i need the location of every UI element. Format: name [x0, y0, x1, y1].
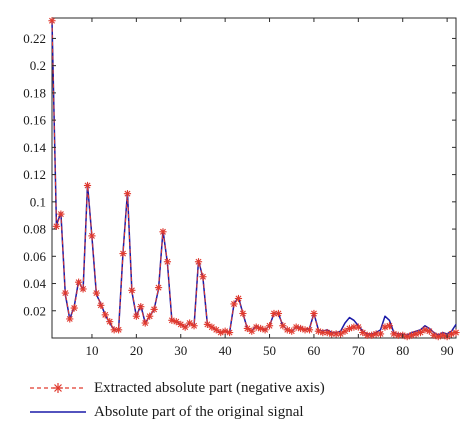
series-extracted-point [88, 232, 96, 240]
series-extracted-point [92, 289, 100, 297]
legend-item-original: Absolute part of the original signal [28, 400, 458, 424]
y-tick-label: 0.14 [23, 140, 46, 155]
series-extracted-point [52, 222, 61, 230]
series-extracted-point [305, 326, 314, 334]
x-tick-label: 50 [263, 343, 276, 358]
series-extracted-point [101, 311, 109, 319]
series-extracted-point [301, 326, 309, 334]
series-extracted-point [75, 278, 83, 286]
series-extracted-point [119, 249, 127, 258]
legend-swatch-dashed-asterisk [30, 383, 86, 393]
series-extracted-point [354, 323, 362, 331]
series-extracted-point [110, 326, 118, 334]
series-extracted-point [199, 273, 207, 281]
series-extracted-point [159, 228, 167, 236]
series-extracted-point [452, 328, 460, 337]
series-extracted-point [274, 309, 283, 318]
series-extracted-point [106, 318, 114, 326]
legend-label-extracted: Extracted absolute part (negative axis) [94, 379, 325, 396]
series-extracted-point [79, 285, 87, 293]
series-extracted-point [394, 331, 402, 339]
series-extracted-point [150, 305, 158, 314]
series-extracted-point [137, 303, 145, 311]
series-extracted-point [225, 328, 234, 337]
series-extracted-point [385, 322, 394, 330]
series-extracted-point [243, 324, 251, 333]
series-extracted-point [208, 323, 216, 331]
series-extracted-point [230, 300, 238, 308]
y-tick-label: 0.08 [23, 222, 46, 237]
x-tick-label: 90 [441, 343, 454, 358]
series-extracted-point [114, 326, 123, 334]
series-extracted-point [48, 17, 56, 25]
y-tick-label: 0.02 [23, 303, 46, 318]
series-extracted-point [190, 322, 198, 330]
x-tick-label: 30 [174, 343, 187, 358]
x-tick-label: 20 [130, 343, 143, 358]
series-extracted-point [439, 331, 447, 339]
x-tick-label: 80 [396, 343, 409, 358]
x-tick-label: 60 [307, 343, 320, 358]
series-extracted-point [154, 284, 163, 292]
y-tick-label: 0.22 [23, 31, 46, 46]
plot-area [51, 17, 457, 339]
series-extracted-point [332, 330, 340, 338]
y-tick-label: 0.06 [23, 249, 46, 264]
series-extracted-point [83, 181, 92, 190]
x-tick-label: 40 [219, 343, 232, 358]
y-tick-label: 0.12 [23, 167, 46, 182]
series-extracted-point [128, 286, 136, 294]
series-extracted-point [61, 289, 69, 297]
series-extracted-point [239, 309, 247, 318]
series-extracted-point [234, 294, 243, 303]
series-extracted-point [132, 312, 140, 320]
line-chart: 0.02 0.04 0.06 0.08 0.1 0.12 0.14 0.16 0.18 0.2 0.… [23, 17, 460, 358]
series-extracted-point [416, 328, 425, 337]
series-extracted-point [123, 190, 132, 198]
legend-item-extracted: Extracted absolute part (negative axis) [28, 376, 458, 400]
y-tick-label: 0.18 [23, 85, 46, 100]
series-extracted-point [70, 304, 78, 312]
legend-swatch-solid [30, 411, 86, 413]
series-extracted-point [66, 315, 74, 323]
series-extracted-point [425, 327, 433, 335]
series-extracted-point [57, 210, 65, 218]
x-tick-label: 70 [352, 343, 365, 358]
y-tick-label: 0.04 [23, 276, 46, 291]
legend-label-original: Absolute part of the original signal [94, 403, 304, 420]
x-tick-label: 10 [85, 343, 98, 358]
series-extracted-point [310, 309, 318, 318]
asterisk-icon [53, 383, 63, 393]
y-tick-label: 0.2 [30, 58, 46, 73]
y-tick-label: 0.1 [30, 194, 46, 209]
series-extracted-point [376, 330, 385, 338]
series-extracted-point [146, 312, 154, 320]
series-extracted-point [265, 322, 274, 330]
legend: Extracted absolute part (negative axis) … [28, 376, 458, 424]
series-extracted-point [163, 258, 172, 266]
series-extracted-point [97, 301, 105, 309]
y-tick-label: 0.16 [23, 113, 46, 128]
series-extracted-point [194, 258, 203, 266]
series-extracted-point [141, 319, 149, 327]
